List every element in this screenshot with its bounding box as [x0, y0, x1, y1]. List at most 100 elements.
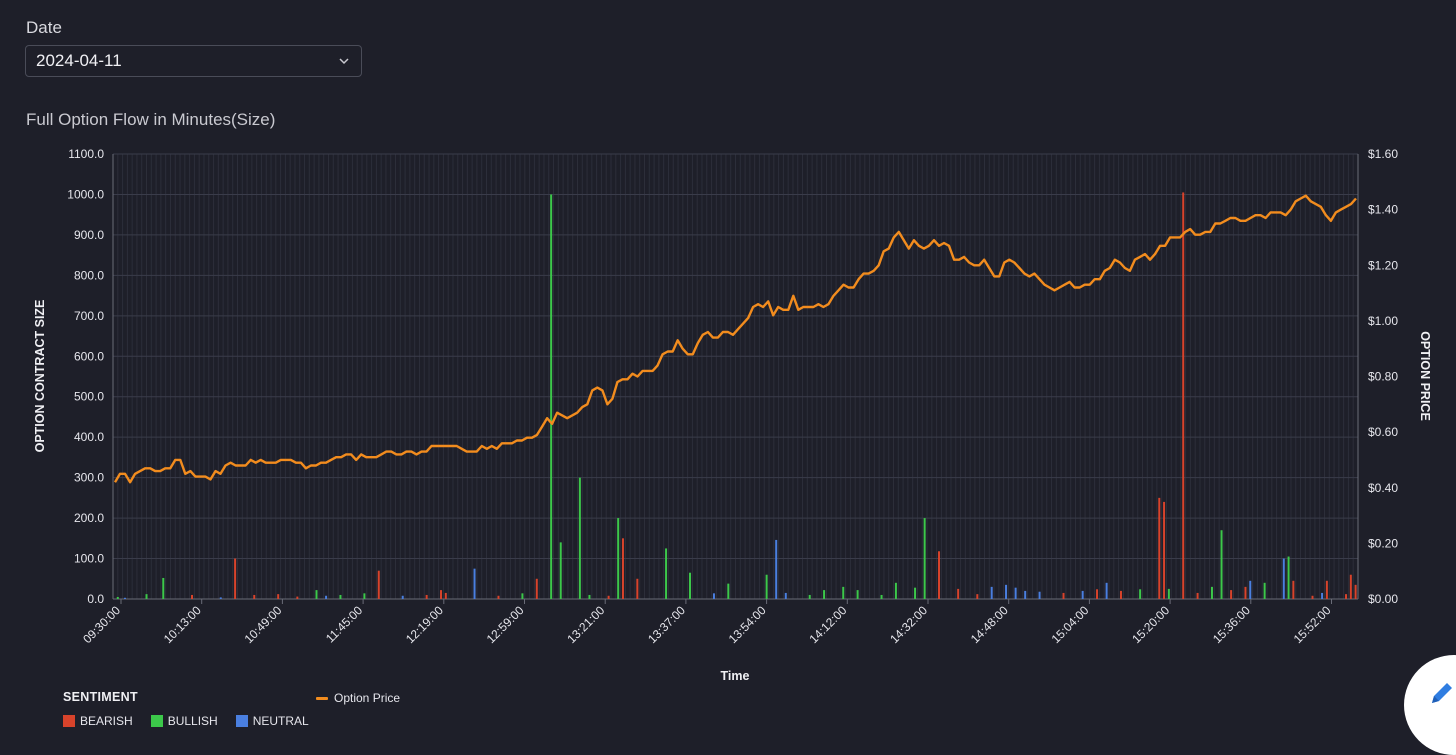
bar-bearish — [497, 595, 500, 599]
bar-bearish — [1354, 584, 1357, 599]
bar-bearish — [277, 594, 280, 599]
bar-bullish — [689, 572, 692, 599]
legend-label-bullish: BULLISH — [167, 714, 218, 728]
bar-bearish — [636, 578, 639, 599]
legend-line-swatch — [316, 696, 328, 700]
y-tick-label: 0.0 — [87, 592, 104, 606]
bar-bullish — [1167, 588, 1170, 599]
bar-neutral — [990, 586, 993, 599]
bar-bullish — [162, 577, 165, 599]
bar-bullish — [914, 587, 917, 599]
y2-axis-title: OPTION PRICE — [1418, 331, 1432, 421]
legend-item-bullish[interactable]: BULLISH — [150, 714, 218, 728]
bar-bullish — [823, 590, 826, 599]
x-tick-label: 12:59:00 — [484, 603, 527, 646]
bar-bullish — [363, 593, 366, 599]
y-tick-label: 100.0 — [74, 552, 104, 566]
bar-bullish — [550, 194, 553, 600]
bar-bearish — [296, 596, 299, 599]
bar-bullish — [765, 574, 768, 599]
legend-swatch-bullish — [150, 715, 163, 727]
y2-tick-label: $0.00 — [1368, 592, 1398, 606]
y-tick-label: 700.0 — [74, 309, 104, 323]
bar-bearish — [1230, 590, 1233, 599]
bar-bullish — [617, 518, 620, 599]
bar-bullish — [116, 596, 119, 599]
legend-item-option-price[interactable]: Option Price — [316, 691, 400, 705]
bar-bullish — [808, 594, 811, 599]
bar-bullish — [339, 594, 342, 599]
bar-bullish — [923, 518, 926, 599]
legend-item-bearish[interactable]: BEARISH — [63, 714, 133, 728]
bar-neutral — [1249, 580, 1252, 599]
legend-swatch-bearish — [63, 715, 75, 727]
legend-label-option-price: Option Price — [334, 691, 401, 705]
bar-bullish — [1210, 586, 1213, 599]
bar-bearish — [1345, 594, 1348, 599]
date-value: 2024-04-11 — [36, 51, 122, 70]
x-tick-label: 15:20:00 — [1129, 603, 1172, 646]
x-tick-label: 14:12:00 — [806, 603, 849, 646]
y2-tick-label: $0.40 — [1368, 481, 1398, 495]
bar-neutral — [712, 593, 715, 599]
option-flow-chart: 1100.0 1000.0 900.0 800.0 700.0 600.0 500.0 400… — [33, 147, 1432, 683]
bar-neutral — [1005, 584, 1008, 599]
legend-item-neutral[interactable]: NEUTRAL — [235, 714, 309, 728]
y2-tick-label: $0.20 — [1368, 536, 1398, 550]
y-tick-label: 600.0 — [74, 349, 104, 363]
bar-bearish — [1311, 595, 1314, 599]
x-axis-title: Time — [721, 669, 750, 683]
bar-neutral — [775, 539, 778, 599]
bar-bearish — [1325, 580, 1328, 599]
bar-bullish — [856, 590, 859, 599]
y-tick-label: 200.0 — [74, 511, 104, 525]
date-label: Date — [26, 18, 62, 37]
bar-bullish — [894, 582, 897, 599]
bar-bullish — [578, 477, 581, 599]
x-tick-label: 14:48:00 — [968, 603, 1011, 646]
y2-tick-label: $1.40 — [1368, 203, 1398, 217]
x-tick-label: 09:30:00 — [80, 603, 123, 646]
bar-bearish — [1158, 497, 1161, 599]
bar-bearish — [377, 570, 380, 599]
bar-bearish — [1292, 580, 1295, 599]
bar-bullish — [880, 594, 883, 599]
bar-neutral — [219, 597, 222, 599]
bar-bearish — [607, 595, 610, 599]
bar-neutral — [1081, 590, 1084, 599]
bar-bullish — [145, 594, 148, 599]
bar-bearish — [957, 588, 960, 599]
bar-bearish — [1196, 592, 1199, 599]
bar-neutral — [473, 568, 476, 599]
bar-bullish — [665, 548, 668, 599]
bar-neutral — [123, 597, 126, 599]
bar-bullish — [588, 594, 591, 599]
bar-bearish — [535, 578, 538, 599]
option-price-line — [113, 194, 1357, 484]
x-tick-label: 12:19:00 — [403, 603, 446, 646]
bar-bearish — [1182, 192, 1185, 599]
x-tick-label: 15:04:00 — [1049, 603, 1092, 646]
x-tick-label: 10:13:00 — [161, 603, 204, 646]
bar-bullish — [521, 593, 524, 599]
y2-tick-label: $1.00 — [1368, 314, 1398, 328]
bar-bearish — [621, 538, 624, 599]
bar-bullish — [1263, 582, 1266, 599]
y-tick-label: 300.0 — [74, 471, 104, 485]
date-select[interactable]: 2024-04-11 — [25, 45, 362, 77]
x-tick-label: 13:54:00 — [726, 603, 769, 646]
bar-bearish — [1349, 574, 1352, 599]
y2-tick-label: $0.60 — [1368, 425, 1398, 439]
x-tick-label: 13:37:00 — [645, 603, 688, 646]
legend-swatch-neutral — [235, 715, 248, 727]
bar-neutral — [401, 595, 404, 599]
x-tick-label: 15:52:00 — [1291, 603, 1334, 646]
bar-bearish — [976, 594, 979, 599]
bar-bearish — [440, 590, 443, 599]
bar-bullish — [1220, 530, 1223, 599]
legend-title: SENTIMENT — [63, 690, 138, 704]
bar-bullish — [559, 542, 562, 599]
legend: BEARISH BULLISH NEUTRAL — [63, 714, 309, 728]
y2-tick-label: $0.80 — [1368, 370, 1398, 384]
y-axis-title: OPTION CONTRACT SIZE — [33, 300, 47, 453]
